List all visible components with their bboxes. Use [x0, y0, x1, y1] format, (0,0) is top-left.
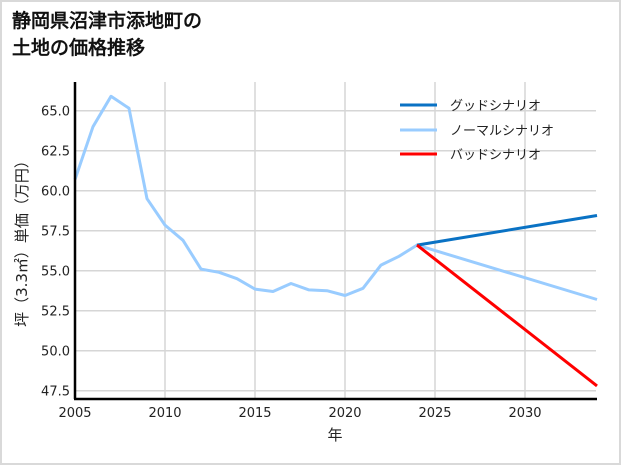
y-tick-label: 62.5 [41, 145, 70, 160]
x-axis-label: 年 [327, 426, 342, 444]
y-tick-label: 65.0 [41, 105, 70, 120]
y-axis-label: 坪（3.3㎡）単価（万円） [13, 153, 31, 327]
y-tick-label: 52.5 [41, 305, 70, 320]
series-line-2 [416, 243, 598, 388]
x-tick-label: 2010 [148, 406, 181, 421]
y-tick-label: 47.5 [41, 385, 70, 400]
legend-label: バッドシナリオ [450, 148, 541, 163]
x-tick-label: 2030 [508, 406, 541, 421]
data-series [73, 94, 598, 388]
y-tick-label: 60.0 [41, 185, 70, 200]
chart-title-line-1: 静岡県沼津市添地町の [12, 10, 203, 32]
chart-title-line-2: 土地の価格推移 [12, 37, 146, 59]
series-line-0 [416, 214, 598, 247]
y-tick-label: 57.5 [41, 225, 70, 240]
y-tick-label: 55.0 [41, 265, 70, 280]
x-tick-label: 2020 [328, 406, 361, 421]
x-tick-label: 2015 [238, 406, 271, 421]
legend-label: グッドシナリオ [450, 99, 541, 114]
series-line-1 [73, 94, 598, 301]
axes [73, 82, 597, 401]
y-tick-labels: 47.5 50.0 52.5 55.0 57.5 60.0 62.5 65.0 [41, 105, 70, 400]
legend-label: ノーマルシナリオ [450, 124, 554, 139]
x-tick-label: 2025 [418, 406, 451, 421]
x-tick-labels: 2005 2010 2015 2020 2025 2030 [58, 406, 541, 421]
y-tick-label: 50.0 [41, 345, 70, 360]
x-tick-label: 2005 [58, 406, 91, 421]
chart-title: 静岡県沼津市添地町の 土地の価格推移 [12, 8, 202, 62]
